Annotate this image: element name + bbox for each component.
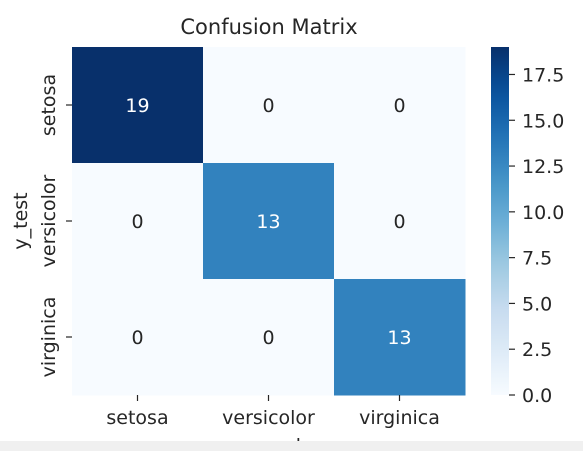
cell-value-label: 19: [125, 95, 149, 117]
colorbar-tick-label: 5.0: [522, 293, 552, 315]
heatmap-cell: [203, 279, 335, 396]
colorbar-tick-label: 10.0: [522, 202, 564, 224]
heatmap-cell: [72, 47, 204, 164]
colorbar-tick-label: 15.0: [522, 110, 564, 132]
cell-value-label: 13: [256, 211, 280, 233]
colorbar-gradient: [491, 47, 509, 395]
colorbar-tick-label: 2.5: [522, 339, 552, 361]
colorbar-tick-label: 7.5: [522, 248, 552, 270]
colorbar-tick-label: 0.0: [522, 385, 552, 407]
y-tick-label: versicolor: [38, 174, 60, 267]
colorbar-tick-label: 17.5: [522, 64, 564, 86]
colorbar: 0.0 2.5 5.0 7.5 10.0 12.5 15.0 17.5: [491, 47, 564, 407]
x-tick-label: virginica: [359, 407, 440, 429]
colorbar-tick-label: 12.5: [522, 156, 564, 178]
x-tick-label: setosa: [106, 407, 168, 429]
x-tick-label: versicolor: [222, 407, 315, 429]
y-tick-label: setosa: [38, 74, 60, 136]
cell-value-label: 0: [131, 211, 143, 233]
heatmap-cell: [72, 163, 204, 280]
cell-value-label: 13: [387, 327, 411, 349]
heatmap-cell: [334, 163, 466, 280]
y-tick-label: virginica: [38, 297, 60, 378]
heatmap-cells: 19 0 0 0 13 0 0 0 13: [72, 47, 466, 396]
cell-value-label: 0: [393, 211, 405, 233]
heatmap-cell: [334, 279, 466, 396]
heatmap-cell: [203, 47, 335, 164]
window-bottom-strip: [0, 441, 583, 451]
cell-value-label: 0: [262, 95, 274, 117]
y-axis: setosa versicolor virginica: [38, 74, 72, 377]
x-axis: setosa versicolor virginica: [106, 395, 440, 429]
cell-value-label: 0: [262, 327, 274, 349]
cell-value-label: 0: [393, 95, 405, 117]
chart-title: Confusion Matrix: [180, 15, 357, 39]
y-axis-label: y_test: [10, 192, 32, 249]
cell-value-label: 0: [131, 327, 143, 349]
heatmap-cell: [72, 279, 204, 396]
heatmap-cell: [203, 163, 335, 280]
heatmap-cell: [334, 47, 466, 164]
